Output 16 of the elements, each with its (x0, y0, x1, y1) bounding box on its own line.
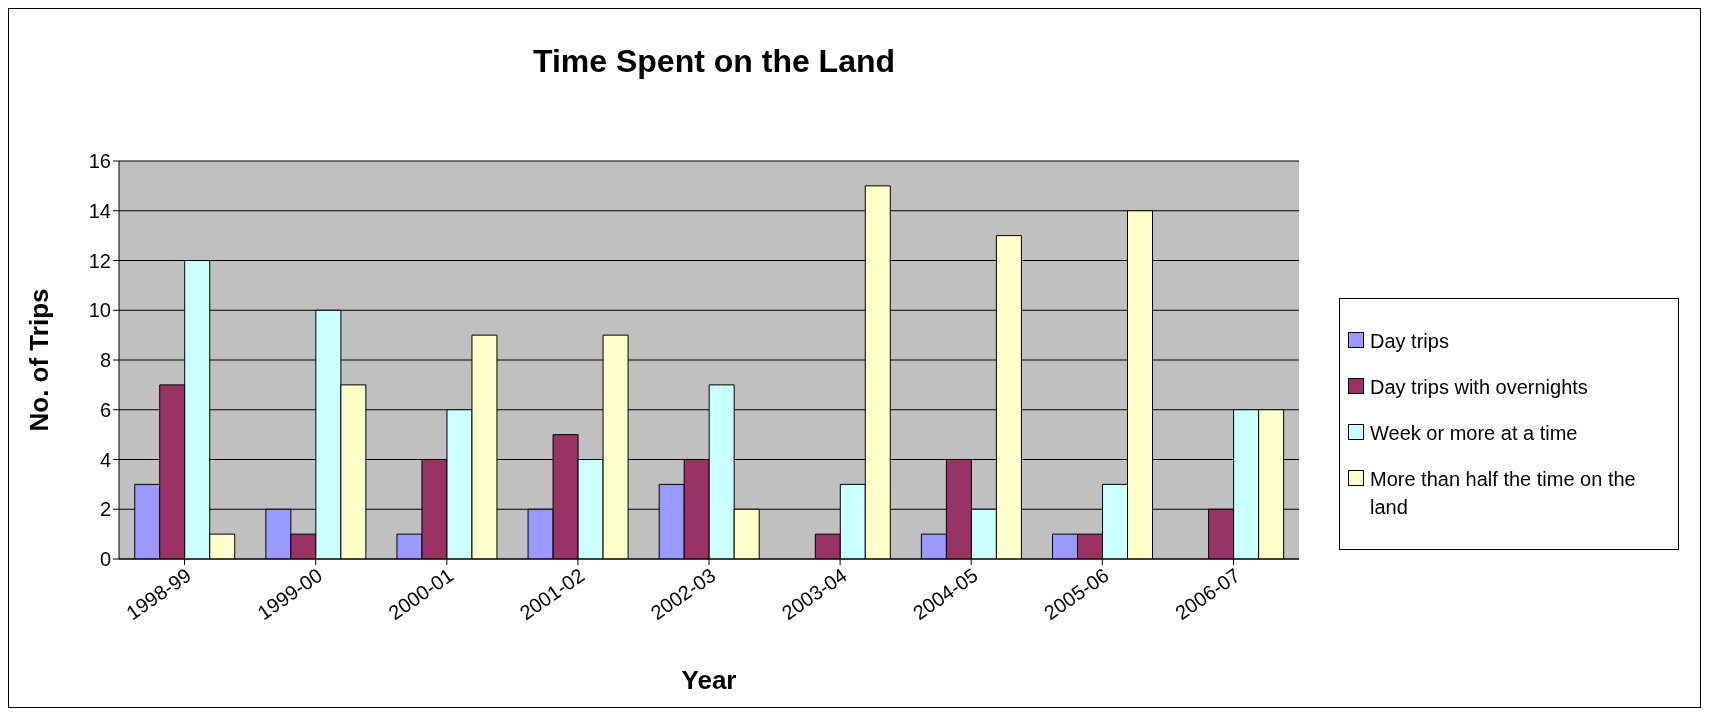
y-tick-label: 10 (88, 299, 111, 322)
y-tick-label: 4 (99, 448, 111, 471)
y-tick-label: 8 (99, 349, 111, 372)
legend-label: Day trips (1370, 329, 1449, 354)
legend-label: Day trips with overnights (1370, 375, 1588, 400)
chart-title: Time Spent on the Land (531, 43, 897, 80)
y-tick-label: 12 (88, 249, 111, 272)
y-tick-label: 0 (99, 548, 111, 571)
y-tick-label: 2 (99, 498, 111, 521)
y-axis-title: No. of Trips (24, 288, 55, 432)
y-tick-label: 16 (88, 150, 111, 173)
y-tick-label: 14 (88, 199, 111, 222)
legend-label: Week or more at a time (1370, 421, 1578, 446)
legend-label: More than half the time on the land (1370, 467, 1637, 520)
x-axis-title: Year (681, 665, 737, 695)
y-tick-label: 6 (99, 398, 111, 421)
